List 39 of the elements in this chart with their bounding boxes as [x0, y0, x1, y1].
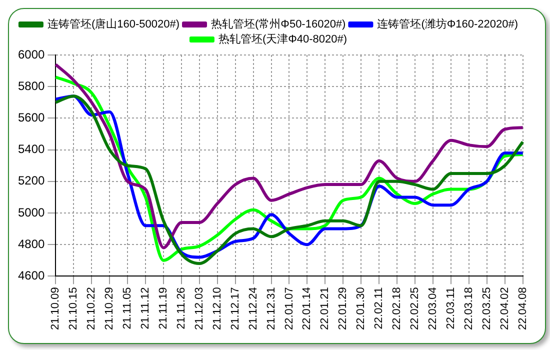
x-tick-label: 21.11.12: [140, 287, 152, 330]
y-tick-label: 5600: [18, 110, 46, 125]
x-tick-label: 22.04.02: [498, 287, 511, 330]
x-tick-label: 21.11.05: [122, 287, 134, 330]
x-tick-label: 22.02.18: [391, 287, 404, 330]
x-tick-label: 22.01.29: [337, 287, 350, 330]
x-tick-label: 21.12.31: [265, 287, 278, 330]
x-tick-label: 21.10.29: [104, 287, 116, 330]
y-tick-label: 5800: [18, 78, 46, 93]
legend-label: 热轧管坯(天津Φ40-8020#): [218, 32, 348, 46]
y-tick-label: 5400: [18, 142, 46, 156]
x-tick-label: 22.01.07: [283, 287, 296, 330]
x-tick-label: 22.02.11: [373, 287, 386, 330]
legend-label: 连铸管坯(唐山160-50020#): [47, 18, 180, 31]
x-tick-label: 21.12.24: [247, 287, 260, 330]
x-tick-label: 21.10.22: [86, 287, 98, 330]
x-tick-label: 21.11.26: [175, 287, 188, 330]
x-tick-label: 22.02.25: [409, 287, 422, 330]
x-tick-label: 21.12.03: [193, 287, 206, 330]
x-tick-label: 22.03.18: [462, 287, 475, 330]
x-tick-label: 21.12.10: [211, 287, 224, 330]
x-tick-label: 21.12.17: [229, 287, 242, 330]
y-tick-label: 4600: [18, 268, 46, 282]
x-tick-label: 22.01.14: [301, 287, 314, 330]
y-tick-label: 6000: [18, 47, 46, 62]
x-tick-label: 21.11.19: [158, 287, 170, 330]
x-tick-label: 22.03.11: [444, 287, 457, 330]
x-tick-label: 22.01.30: [355, 287, 368, 330]
y-tick-label: 5200: [18, 174, 46, 188]
y-tick-label: 4800: [18, 236, 46, 251]
x-tick-label: 21.10.09: [50, 287, 62, 330]
x-tick-label: 22.01.21: [319, 287, 332, 330]
x-tick-label: 22.03.04: [427, 287, 440, 330]
y-tick-label: 5000: [18, 205, 46, 220]
x-tick-label: 22.03.25: [480, 287, 493, 330]
x-tick-label: 21.10.15: [68, 287, 80, 330]
legend-label: 连铸管坯(潍坊Φ160-22020#): [377, 18, 518, 31]
legend-label: 热轧管坯(常州Φ50-16020#): [211, 18, 346, 31]
x-tick-label: 22.04.08: [516, 287, 529, 330]
